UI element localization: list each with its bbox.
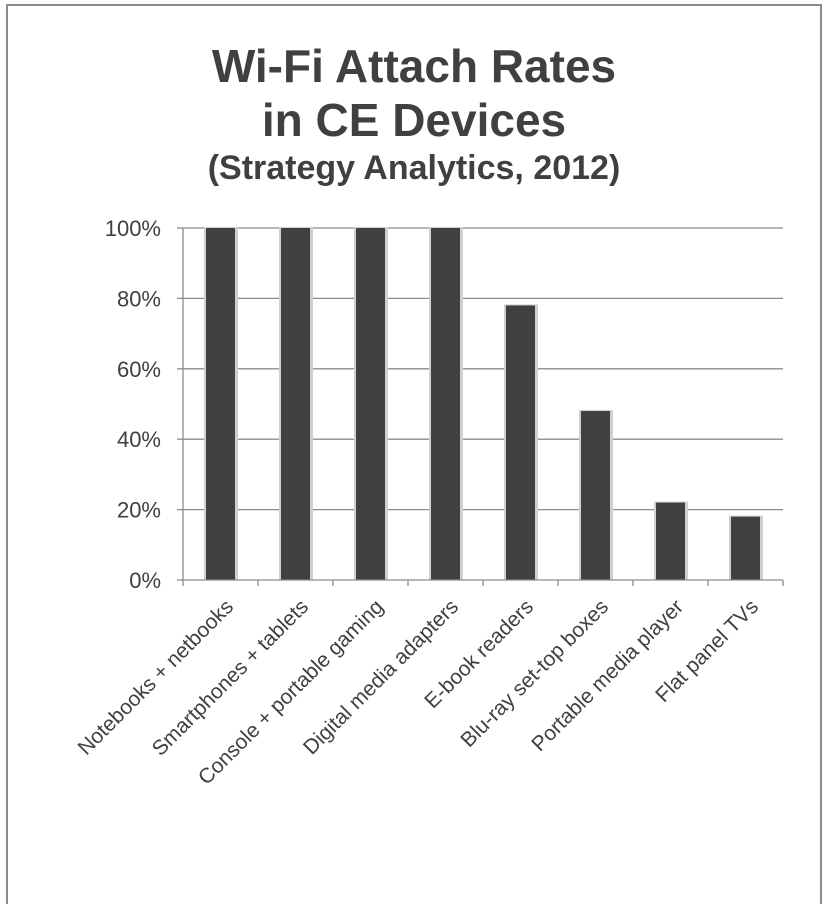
y-tick-label: 100% [105,216,161,241]
chart-title-line1: Wi-Fi Attach Rates [211,40,617,92]
y-tick-label: 80% [117,286,161,311]
bars [204,227,763,580]
bar [731,516,760,580]
bar [356,228,385,580]
y-tick-label: 20% [117,498,161,523]
gridlines [183,227,783,511]
bar [281,228,310,580]
bar [506,305,535,580]
chart-frame [6,4,822,904]
y-tick-label: 0% [129,568,161,593]
bar [206,228,235,580]
axes [177,227,784,586]
chart-title-line2: in CE Devices [261,94,567,146]
category-label: Portable media player [527,595,688,756]
bar [656,502,685,580]
chart-subtitle: (Strategy Analytics, 2012) [207,149,621,187]
bar [581,411,610,580]
category-label: Blu-ray set-top boxes [456,595,613,752]
bar [431,228,460,580]
y-tick-label: 40% [117,427,161,452]
y-tick-label: 60% [117,357,161,382]
